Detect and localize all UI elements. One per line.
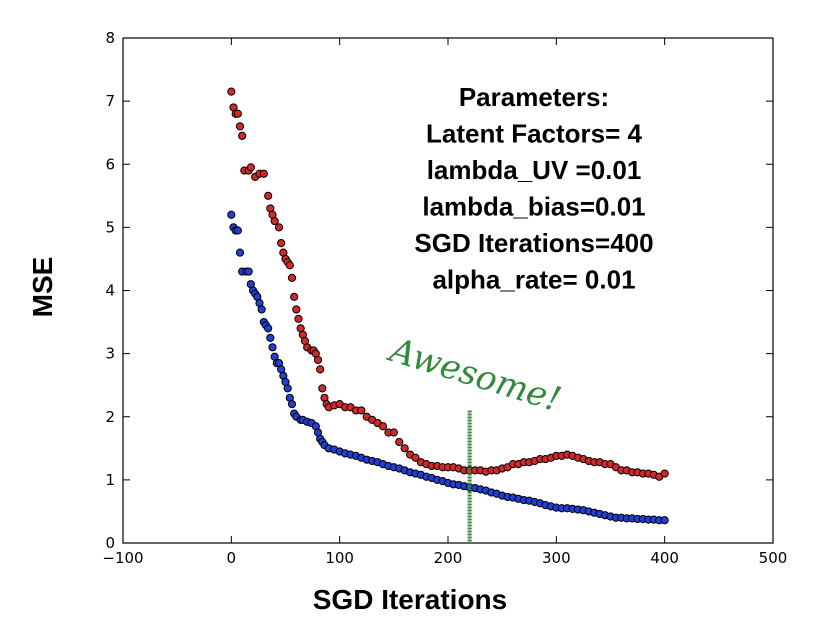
red-series-point xyxy=(259,169,268,178)
x-tick-label: −100 xyxy=(102,549,143,567)
parameters-annotation-line: Parameters: xyxy=(459,82,609,112)
blue-series-point xyxy=(268,343,277,352)
red-series-point xyxy=(292,305,301,314)
red-series-point xyxy=(313,355,323,365)
red-series-point xyxy=(290,292,299,301)
red-series-point xyxy=(246,163,255,172)
y-tick-label: 5 xyxy=(105,218,115,236)
blue-series-point xyxy=(266,333,275,342)
parameters-annotation-line: Latent Factors= 4 xyxy=(426,119,643,149)
red-series-point xyxy=(389,428,398,437)
y-tick-label: 1 xyxy=(105,471,115,489)
blue-series-point xyxy=(660,516,669,525)
red-series-point xyxy=(270,216,279,226)
red-series-point xyxy=(277,239,286,248)
y-tick-label: 3 xyxy=(105,345,115,363)
blue-series-point xyxy=(244,267,253,276)
red-series-point xyxy=(233,109,242,118)
red-series-point xyxy=(378,422,388,431)
y-tick-label: 0 xyxy=(105,534,115,552)
y-tick-label: 4 xyxy=(105,282,115,300)
data-marks xyxy=(227,87,669,525)
red-series-point xyxy=(285,261,294,270)
red-series-point xyxy=(294,314,303,324)
red-series-point xyxy=(274,223,284,232)
x-axis-label: SGD Iterations xyxy=(313,584,507,615)
x-tick-label: 200 xyxy=(434,549,463,567)
parameters-annotation-line: lambda_bias=0.01 xyxy=(422,192,645,222)
red-series-point xyxy=(235,122,245,131)
parameters-annotation-line: alpha_rate= 0.01 xyxy=(432,265,635,295)
red-series-point xyxy=(264,191,273,200)
y-axis-label: MSE xyxy=(27,257,58,318)
parameters-annotation-line: SGD Iterations=400 xyxy=(414,228,653,258)
blue-series-point xyxy=(283,384,292,393)
red-series-point xyxy=(395,437,404,447)
red-series-point xyxy=(318,384,327,393)
red-series-point xyxy=(316,365,325,374)
blue-series-point xyxy=(287,400,297,409)
blue-series-point xyxy=(235,248,245,257)
plot-frame xyxy=(122,37,774,544)
y-tick-label: 2 xyxy=(105,408,115,426)
red-series-point xyxy=(357,406,366,415)
x-tick-label: 100 xyxy=(325,549,354,567)
red-series-point xyxy=(238,131,247,140)
x-tick-label: 300 xyxy=(542,549,571,567)
blue-series-point xyxy=(233,226,242,235)
red-series-point xyxy=(400,444,409,453)
blue-series-point xyxy=(227,210,236,219)
y-tick-label: 6 xyxy=(105,155,115,173)
red-series-point xyxy=(660,469,669,478)
blue-series-point xyxy=(264,324,273,333)
x-tick-label: 400 xyxy=(650,549,679,567)
blue-series-point xyxy=(257,305,266,314)
parameters-annotation-line: lambda_UV =0.01 xyxy=(427,155,642,185)
y-tick-label: 7 xyxy=(105,92,115,110)
red-series-point xyxy=(227,87,236,96)
x-tick-label: 0 xyxy=(227,549,237,567)
red-series-point xyxy=(411,453,420,462)
red-series-point xyxy=(287,273,297,282)
y-tick-label: 8 xyxy=(105,29,115,47)
x-tick-label: 500 xyxy=(759,549,788,567)
